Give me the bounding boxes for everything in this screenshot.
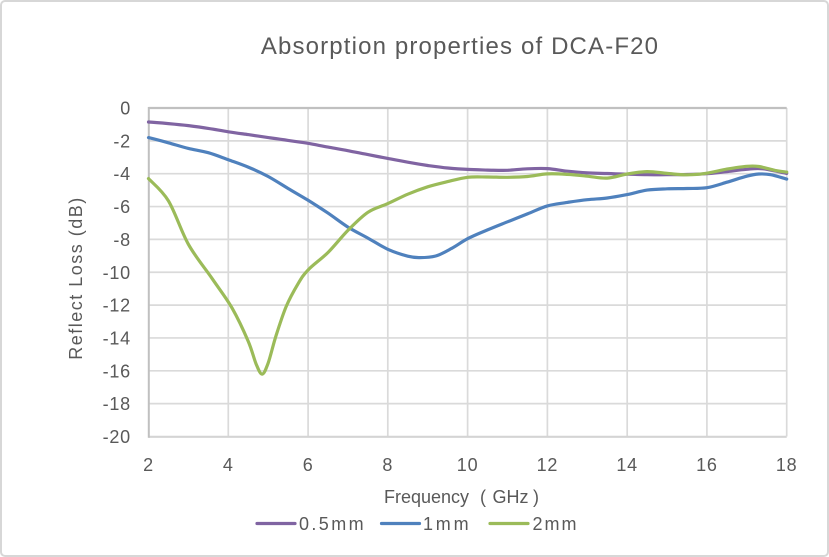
svg-text:2mm: 2mm	[533, 514, 579, 534]
svg-text:-16: -16	[103, 361, 131, 381]
svg-text:-18: -18	[103, 394, 131, 414]
svg-text:-12: -12	[103, 296, 131, 316]
svg-text:Frequency(GHz): Frequency(GHz)	[384, 487, 539, 507]
svg-text:0.5mm: 0.5mm	[299, 514, 366, 534]
svg-text:-6: -6	[113, 197, 131, 217]
svg-text:0: 0	[120, 99, 131, 119]
svg-text:-8: -8	[113, 230, 131, 250]
svg-text:4: 4	[223, 455, 234, 475]
svg-text:Reflect Loss (dB): Reflect Loss (dB)	[66, 196, 86, 360]
svg-text:-20: -20	[103, 427, 131, 447]
svg-text:12: 12	[537, 455, 559, 475]
svg-text:16: 16	[696, 455, 718, 475]
svg-text:-10: -10	[103, 263, 131, 283]
svg-text:-14: -14	[103, 328, 131, 348]
svg-text:18: 18	[776, 455, 798, 475]
svg-text:-4: -4	[113, 164, 131, 184]
svg-text:8: 8	[382, 455, 393, 475]
svg-text:2: 2	[143, 455, 154, 475]
svg-text:14: 14	[616, 455, 638, 475]
svg-text:6: 6	[303, 455, 314, 475]
svg-text:10: 10	[457, 455, 479, 475]
svg-text:-2: -2	[113, 131, 131, 151]
svg-text:Absorption properties of DCA-F: Absorption properties of DCA-F20	[261, 33, 659, 60]
svg-text:1mm: 1mm	[423, 514, 471, 534]
